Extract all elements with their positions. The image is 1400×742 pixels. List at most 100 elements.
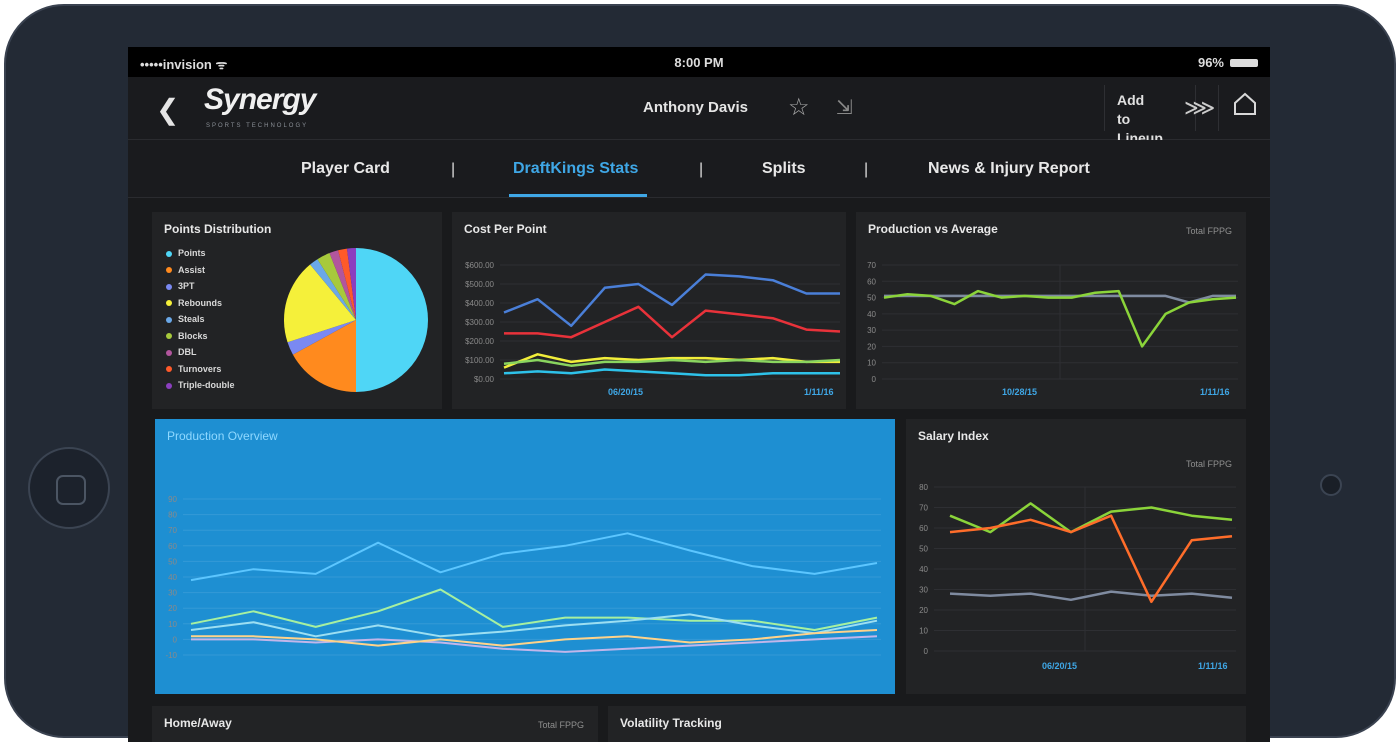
points-distribution-pie [284,248,428,392]
active-tab-indicator [509,194,647,197]
cost-per-point-panel: Cost Per Point 06/20/15 1/11/16 $600.00 $… [452,212,846,409]
legend-item: Blocks [166,331,235,348]
pie-legend: Points Assist 3PT Rebounds Steals Blocks DBL Tu… [166,248,235,397]
panel-subtitle: Total FPPG [1185,459,1232,469]
volatility-tracking-panel: Volatility Tracking [608,706,1246,742]
y-tick-label: 70 [919,504,928,513]
tab-separator: | [699,161,704,178]
y-tick-label: $500.00 [465,280,494,289]
series-line [503,273,840,328]
panel-title: Points Distribution [164,222,272,236]
legend-swatch [166,316,172,323]
y-tick-label: 0 [872,375,877,384]
x-axis-end-label: 1/11/16 [1200,387,1230,397]
y-tick-label: $0.00 [474,375,495,384]
y-tick-label: $400.00 [465,299,494,308]
add-to-lineup-button[interactable]: Add to Lineup [1104,85,1196,146]
production-vs-average-panel: Production vs Average Total FPPG 10/28/1… [856,212,1246,409]
production-overview-panel: Production Overview 90 80 70 60 50 40 30 20 10 0 -… [155,419,895,694]
y-tick-label: 0 [173,635,178,644]
tab-separator: | [451,161,456,178]
series-line [503,353,840,369]
synergy-logo: Synergy [204,83,316,116]
legend-item: Turnovers [166,364,235,381]
legend-label: DBL [178,347,197,357]
y-tick-label: 20 [168,604,177,613]
legend-label: 3PT [178,281,195,291]
y-tick-label: 40 [919,565,928,574]
y-tick-label: $300.00 [465,318,494,327]
series-line [949,514,1233,604]
y-tick-label: 40 [867,310,876,319]
battery-icon [1230,59,1258,67]
y-tick-label: 10 [168,620,177,629]
tab-player-card[interactable]: Player Card [301,160,390,177]
pie-slice [287,320,356,355]
y-tick-label: 50 [919,545,928,554]
y-tick-label: -10 [165,651,177,660]
share-icon[interactable]: ⇲ [836,97,853,119]
legend-swatch [166,250,172,257]
panel-subtitle: Total FPPG [1185,226,1232,236]
status-bar: •••••invision ᯤ 8:00 PM 96% [128,47,1270,77]
cost-per-point-chart: 06/20/15 1/11/16 $600.00 $500.00 $400.00 $3… [465,261,841,397]
series-line [883,289,1237,348]
y-tick-label: 10 [919,627,928,636]
app-header: ❮ Synergy SPORTS TECHNOLOGY Anthony Davi… [128,77,1270,146]
back-chevron-icon[interactable]: ❮ [156,94,180,125]
carrier-text: •••••invision ᯤ [140,57,228,72]
salary-index-panel: Salary Index Total FPPG 06/20/15 1/11/16… [906,419,1246,694]
series-line [191,635,878,653]
points-distribution-panel: Points Distribution Points Assist 3PT Rebou… [152,212,442,409]
panel-title: Home/Away [164,716,232,730]
series-line [503,358,841,367]
panel-subtitle: Total FPPG [537,720,584,730]
panel-title: Volatility Tracking [620,716,722,730]
pie-slice [317,253,356,320]
legend-label: Blocks [178,330,208,341]
star-icon[interactable]: ☆ [788,94,810,121]
y-tick-label: 60 [919,524,928,533]
battery-percent: 96% [1197,55,1224,70]
pie-slice [338,248,356,320]
pie-slice [346,248,356,320]
home-icon[interactable] [1232,91,1258,117]
legend-label: Assist [178,264,206,275]
front-camera [1320,474,1342,496]
y-tick-label: 80 [919,483,928,492]
tab-draftkings-stats[interactable]: DraftKings Stats [513,160,639,177]
series-line [884,294,1236,304]
legend-label: Points [178,248,206,258]
x-axis-start-label: 06/20/15 [1042,661,1077,671]
player-name: Anthony Davis [643,99,749,116]
panel-title: Production vs Average [868,222,998,236]
series-line [503,368,840,377]
pie-slice [356,248,428,392]
legend-item: Assist [166,265,235,282]
legend-swatch [166,267,172,274]
legend-swatch [166,333,172,340]
legend-item: DBL [166,347,235,364]
legend-swatch [166,382,172,389]
tab-news-injury-report[interactable]: News & Injury Report [928,160,1090,177]
clock-text: 8:00 PM [674,55,724,70]
legend-item: Rebounds [166,298,235,315]
y-tick-label: 30 [919,586,928,595]
y-tick-label: 20 [919,606,928,615]
y-tick-label: 60 [168,542,177,551]
tab-splits[interactable]: Splits [762,160,806,177]
y-tick-label: 70 [867,261,876,270]
synergy-logo-subtitle: SPORTS TECHNOLOGY [206,123,309,129]
tab-bar: Player Card | DraftKings Stats | Splits … [128,140,1270,198]
lineup-icon[interactable]: ⋙ [1184,95,1216,120]
legend-swatch [166,366,172,373]
panel-title: Cost Per Point [464,222,547,236]
hardware-home-button[interactable] [28,447,110,529]
panel-title: Production Overview [167,429,278,443]
legend-swatch [166,283,172,290]
series-line [190,588,878,631]
tab-separator: | [864,161,869,178]
legend-label: Steals [178,314,205,324]
production-overview-chart: 90 80 70 60 50 40 30 20 10 0 -10 [165,495,881,660]
x-axis-end-label: 1/11/16 [1198,661,1228,671]
